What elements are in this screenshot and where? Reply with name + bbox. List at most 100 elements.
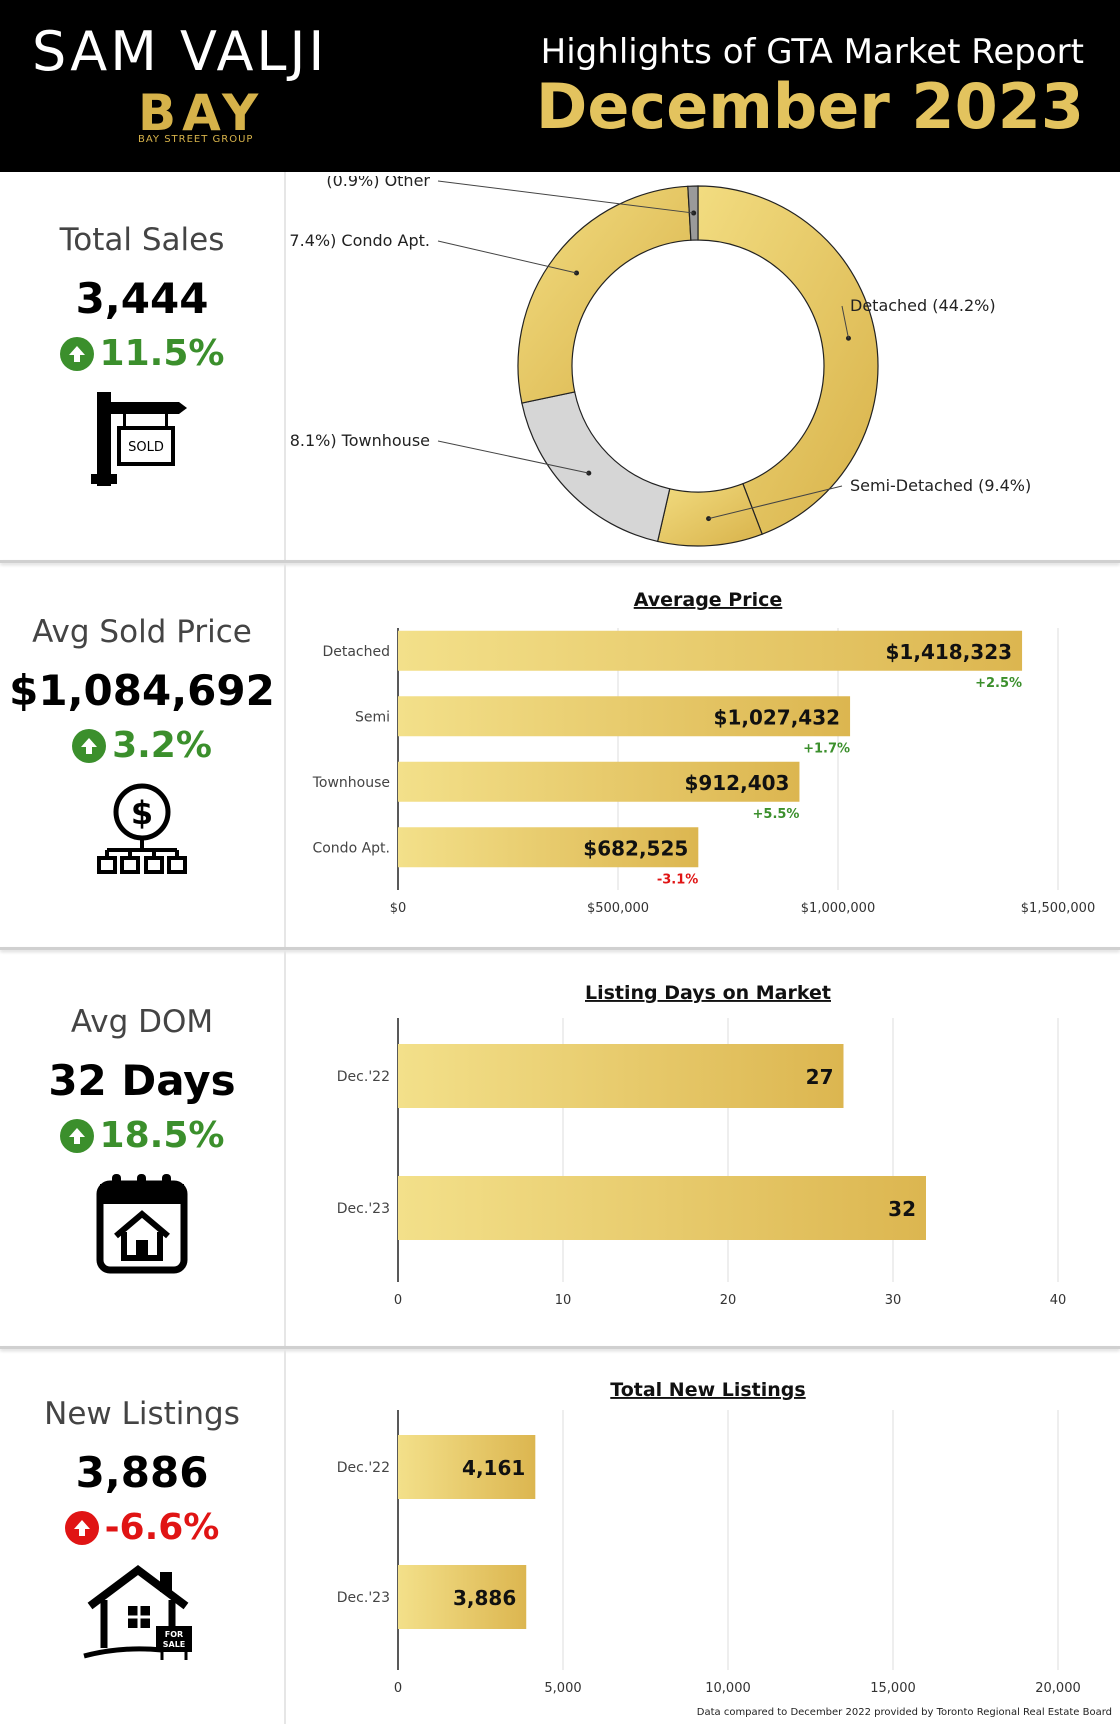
stat-change: 18.5% — [0, 1115, 284, 1156]
for-sale-text: FOR — [165, 1630, 183, 1639]
value-label: $912,403 — [684, 771, 789, 795]
x-tick-label: $1,000,000 — [801, 901, 875, 916]
calendar-house-icon — [0, 1170, 284, 1274]
stat-change: 11.5% — [0, 333, 284, 374]
section-divider — [0, 947, 1120, 950]
stat-total-sales: Total Sales 3,444 11.5% SOLD — [0, 222, 284, 488]
x-tick-label: 40 — [1050, 1293, 1067, 1308]
report-title: Highlights of GTA Market Report — [540, 32, 1084, 72]
stat-change-value: -6.6% — [104, 1507, 220, 1548]
stat-change: 3.2% — [0, 725, 284, 766]
x-tick-label: $1,500,000 — [1021, 901, 1095, 916]
category-label: Townhouse — [312, 775, 390, 791]
stat-label: Total Sales — [59, 222, 225, 258]
category-label: Detached — [322, 644, 390, 660]
stat-change: -6.6% — [0, 1507, 284, 1548]
column-divider — [284, 563, 286, 947]
category-label: Dec.'22 — [337, 1069, 390, 1085]
category-label: Dec.'23 — [337, 1201, 390, 1217]
x-tick-label: 15,000 — [870, 1681, 916, 1696]
stat-value: 32 Days — [48, 1056, 236, 1105]
value-label: 4,161 — [462, 1456, 525, 1480]
stat-new-listings: New Listings 3,886 -6.6% FOR SALE — [0, 1396, 284, 1662]
donut-slice-semi-detached — [656, 482, 763, 547]
chart-title: Total New Listings — [610, 1379, 805, 1401]
svg-text:$: $ — [131, 794, 153, 832]
leader-line — [437, 240, 577, 274]
bar — [398, 1435, 536, 1499]
x-tick-label: $500,000 — [587, 901, 649, 916]
leader-line — [708, 485, 843, 520]
arrow-up-icon — [59, 336, 94, 371]
bar — [398, 1565, 527, 1629]
bar — [398, 1044, 844, 1108]
x-tick-label: 5,000 — [544, 1681, 581, 1696]
value-label: $1,418,323 — [886, 640, 1013, 664]
house-for-sale-icon: FOR SALE — [0, 1562, 284, 1662]
leader-line — [841, 305, 849, 339]
brand-name: SAM VALJI — [32, 20, 328, 83]
arrow-up-icon — [64, 1510, 99, 1545]
stat-change-value: 3.2% — [112, 725, 212, 766]
stat-label: Avg DOM — [70, 1004, 214, 1040]
sold-text: SOLD — [128, 440, 164, 455]
stat-avg-dom: Avg DOM 32 Days 18.5% — [0, 1004, 284, 1274]
stat-change-value: 11.5% — [99, 333, 225, 374]
bar — [398, 827, 699, 868]
value-label: 32 — [888, 1197, 916, 1221]
new-listings-bar-chart: Total New Listings 0 5,000 10,000 15,000 20,0… — [337, 1379, 1081, 1696]
x-tick-label: 10 — [555, 1293, 572, 1308]
header-banner: SAM VALJI BAY BAY STREET GROUP Highlight… — [0, 0, 1120, 172]
donut-label-townhouse: (18.1%) Townhouse — [290, 431, 430, 450]
category-label: Dec.'23 — [337, 1590, 390, 1606]
value-label: $1,027,432 — [714, 705, 841, 729]
stat-label: Avg Sold Price — [32, 614, 252, 650]
footer-note: Data compared to December 2022 provided … — [696, 1707, 1112, 1718]
stat-avg-sold-price: Avg Sold Price $1,084,692 3.2% $ — [0, 614, 284, 880]
leader-line — [437, 180, 694, 214]
section-divider — [0, 560, 1120, 563]
x-tick-label: 0 — [394, 1293, 402, 1308]
category-label: Dec.'22 — [337, 1460, 390, 1476]
sales-breakdown-donut-chart: Detached (44.2%) Semi-Detached (9.4%) (18.… — [290, 176, 1031, 547]
dollar-network-icon: $ — [0, 780, 284, 880]
sold-sign-icon: SOLD — [0, 388, 284, 488]
x-tick-label: $0 — [390, 901, 407, 916]
change-label: +1.7% — [803, 741, 850, 756]
column-divider — [284, 950, 286, 1346]
stat-label: New Listings — [44, 1396, 240, 1432]
category-label: Condo Apt. — [312, 840, 390, 856]
bar — [398, 696, 851, 737]
donut-label-detached: Detached (44.2%) — [850, 296, 996, 315]
value-label: 3,886 — [453, 1586, 516, 1610]
arrow-up-icon — [59, 1118, 94, 1153]
chart-title: Listing Days on Market — [585, 982, 831, 1004]
value-label: $682,525 — [583, 836, 688, 860]
value-label: 27 — [806, 1065, 834, 1089]
change-label: -3.1% — [657, 872, 698, 887]
column-divider — [284, 172, 286, 560]
donut-label-semi-detached: Semi-Detached (9.4%) — [850, 476, 1031, 495]
brand-subtitle: BAY STREET GROUP — [138, 134, 254, 145]
leader-line — [437, 440, 589, 474]
report-date: December 2023 — [535, 70, 1084, 143]
column-divider — [284, 1349, 286, 1724]
x-tick-label: 0 — [394, 1681, 402, 1696]
section-divider — [0, 1346, 1120, 1349]
bar — [398, 630, 1023, 671]
donut-label-other: (0.9%) Other — [326, 176, 430, 190]
x-tick-label: 10,000 — [705, 1681, 751, 1696]
bar — [398, 761, 800, 802]
brand-logo: BAY — [138, 84, 265, 142]
donut-slice-condo-apt- — [517, 185, 692, 404]
arrow-up-icon — [72, 728, 107, 763]
category-label: Semi — [355, 709, 390, 725]
stat-change-value: 18.5% — [99, 1115, 225, 1156]
stat-value: 3,886 — [75, 1448, 209, 1497]
change-label: +5.5% — [753, 807, 800, 822]
x-tick-label: 30 — [885, 1293, 902, 1308]
chart-title: Average Price — [634, 589, 783, 611]
donut-slice-townhouse — [521, 391, 671, 543]
donut-label-condo-apt-: (27.4%) Condo Apt. — [290, 231, 430, 250]
x-tick-label: 20 — [720, 1293, 737, 1308]
